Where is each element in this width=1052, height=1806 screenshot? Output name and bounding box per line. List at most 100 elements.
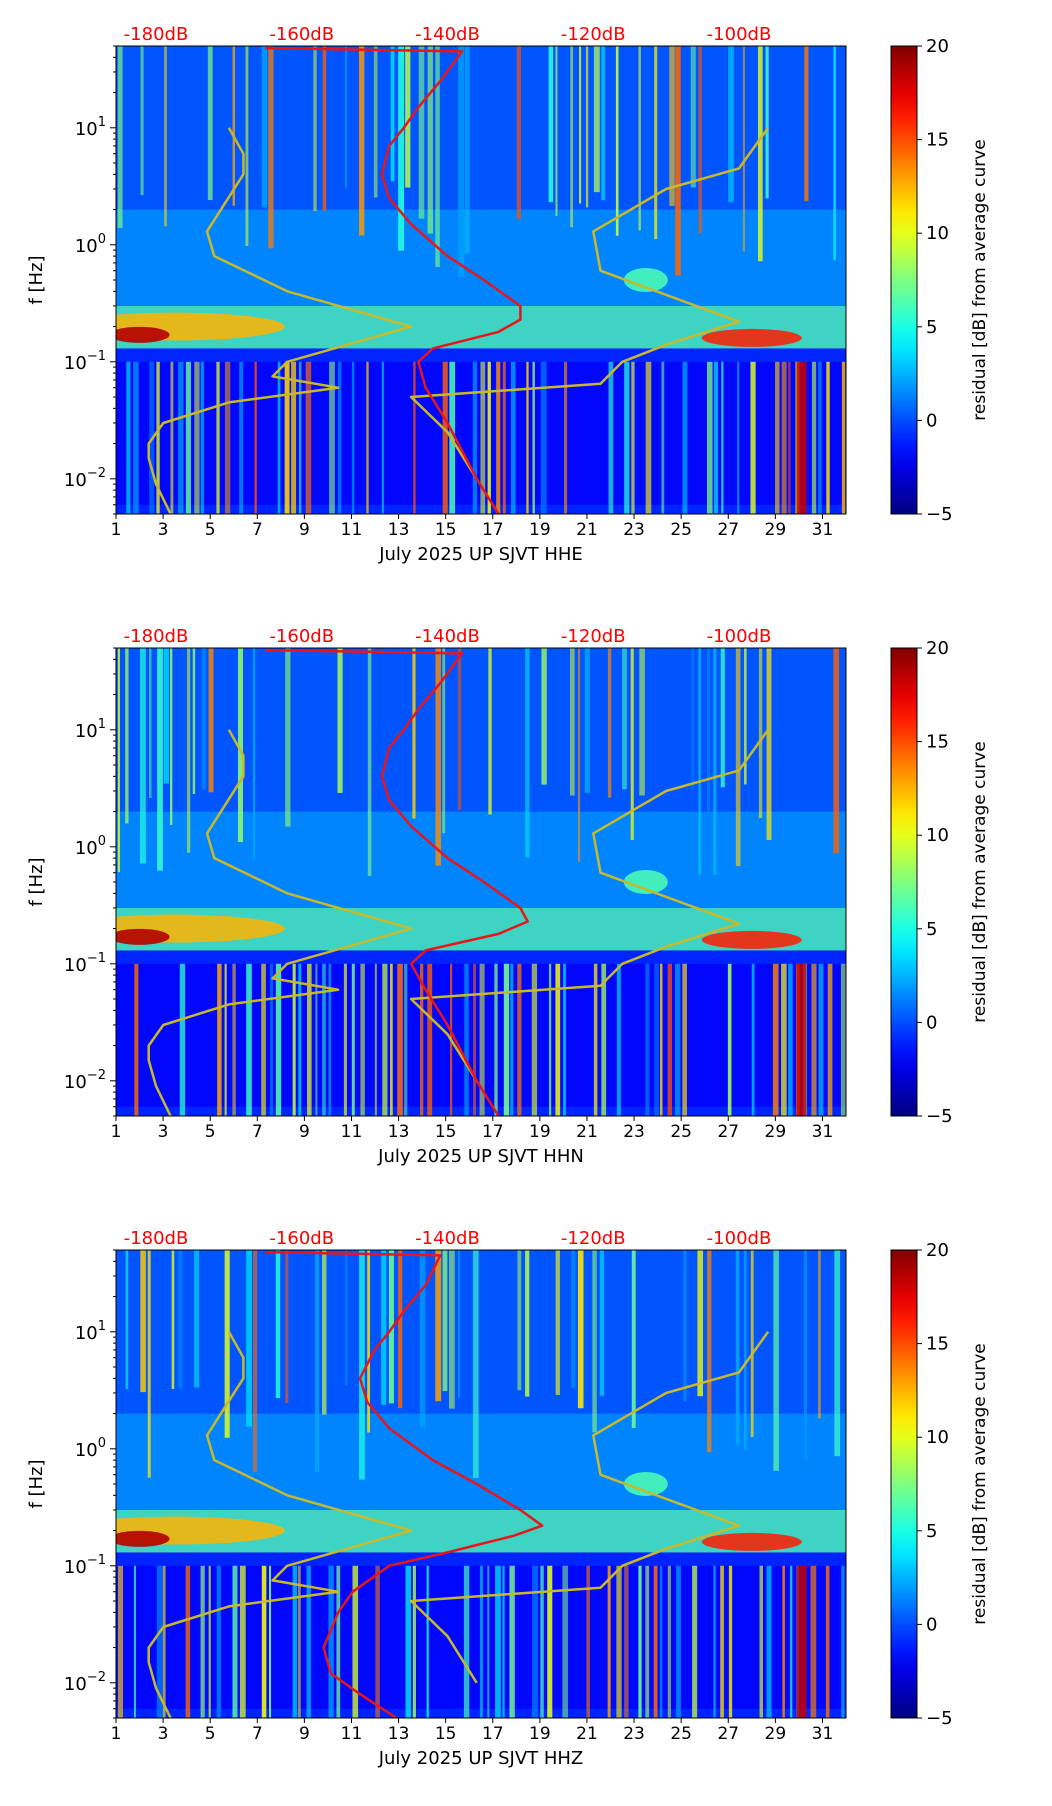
spectrogram-streak <box>398 1250 403 1409</box>
spectrogram-streak <box>413 361 416 514</box>
spectrogram-streak <box>458 46 465 277</box>
spectrogram-streak <box>737 361 740 514</box>
spectrogram-streak <box>292 963 296 1116</box>
x-tick-label: 27 <box>717 1724 739 1744</box>
spectrogram-streak <box>496 361 501 514</box>
spectrogram-streak <box>200 1565 205 1718</box>
spectrogram-streak <box>382 963 388 1116</box>
spectrogram-streak <box>548 46 554 203</box>
y-tick-label: 100 <box>75 232 106 257</box>
colorbar-label: residual [dB] from average curve <box>970 139 990 420</box>
colorbar-tick-label: 20 <box>926 36 949 57</box>
spectrogram-streak <box>743 1250 747 1450</box>
x-tick-label: 31 <box>812 520 834 540</box>
spectrogram-streak <box>464 963 469 1116</box>
spectrogram-streak <box>479 1565 483 1718</box>
y-tick-exponent: −2 <box>87 1068 106 1083</box>
x-tick-label: 29 <box>765 520 787 540</box>
spectrogram-streak <box>654 46 658 240</box>
y-tick-label: 10−1 <box>64 951 106 976</box>
spectrogram-streak <box>727 963 732 1116</box>
spectrogram-blob <box>116 914 285 943</box>
x-tick-label: 23 <box>623 1724 645 1744</box>
spectrogram-streak <box>373 46 378 198</box>
spectrogram-streak <box>744 648 747 785</box>
spectrogram-streak <box>676 1565 681 1718</box>
spectrogram-streak <box>773 1250 779 1471</box>
colorbar-tick-label: 15 <box>926 1334 949 1355</box>
colorbar <box>890 1249 918 1719</box>
spectrogram-streak <box>322 963 326 1116</box>
x-tick-label: 25 <box>670 520 692 540</box>
spectrogram-streak <box>261 1565 267 1718</box>
spectrogram-streak <box>682 361 688 514</box>
spectrogram-streak <box>541 648 547 785</box>
nhnm-curve <box>409 729 770 1082</box>
spectrogram-streak <box>291 361 297 514</box>
y-tick-label: 10−2 <box>64 1670 106 1695</box>
spectrogram-streak <box>405 46 411 188</box>
spectrogram-streak <box>569 648 575 796</box>
spectrogram-streak <box>375 1565 380 1718</box>
x-tick-label: 17 <box>482 1724 504 1744</box>
x-tick-label: 3 <box>158 520 169 540</box>
spectrogram-streak <box>419 1250 426 1427</box>
spectrogram-streak <box>194 361 200 514</box>
spectrogram-streak <box>305 361 312 514</box>
spectrogram-streak <box>721 361 724 514</box>
spectrogram-streak <box>833 46 836 261</box>
colorbar-label: residual [dB] from average curve <box>970 1343 990 1624</box>
colorbar-tick-label: 5 <box>926 919 937 940</box>
spectrogram-streak <box>398 46 405 251</box>
spectrogram-streak <box>359 1250 365 1480</box>
spectrogram-streak <box>607 1565 611 1718</box>
spectrogram-streak <box>442 1250 448 1392</box>
median-psd-curve <box>265 1250 544 1718</box>
spectrogram-streak <box>562 1565 568 1718</box>
spectrogram-streak <box>503 963 510 1116</box>
spectrogram-streak <box>563 963 566 1116</box>
spectrogram-streak <box>246 963 252 1116</box>
y-tick-exponent: 0 <box>98 232 106 247</box>
spectrogram-streak <box>531 963 538 1116</box>
y-tick-base: 10 <box>75 721 98 742</box>
colorbar-tick-label: 10 <box>926 825 949 846</box>
y-tick-exponent: 1 <box>98 1319 106 1334</box>
colorbar-tick-label: 15 <box>926 732 949 753</box>
top-db-label: -100dB <box>707 1228 772 1249</box>
spectrogram-streak <box>397 963 403 1116</box>
spectrogram-blob <box>623 1472 668 1496</box>
spectrogram-streak <box>464 46 470 254</box>
spectrogram-streak <box>239 1565 246 1718</box>
spectrogram-streak <box>517 963 522 1116</box>
colorbar-tick-label: 0 <box>926 1012 937 1033</box>
spectrogram-streak <box>148 648 152 798</box>
spectrogram <box>116 46 846 514</box>
spectrogram-streak <box>412 1565 416 1718</box>
spectrogram-streak <box>336 1565 341 1718</box>
spectrogram-streak <box>390 46 395 182</box>
y-tick-label: 100 <box>75 1436 106 1461</box>
colorbar-tick-label: −5 <box>926 1708 953 1729</box>
spectrogram-streak <box>818 963 824 1116</box>
spectrogram-streak <box>298 1565 301 1718</box>
spectrogram-blob <box>701 1532 802 1551</box>
y-tick-base: 10 <box>75 838 98 859</box>
spectrogram-streak <box>624 361 630 514</box>
spectrogram-streak <box>487 1565 490 1718</box>
spectrogram-band <box>116 46 846 210</box>
spectrogram-streak <box>833 648 840 854</box>
spectrogram-streak <box>405 1565 412 1718</box>
spectrogram-hot-column <box>796 963 807 1116</box>
top-db-label: -120dB <box>561 1228 626 1249</box>
spectrogram-streak <box>728 46 734 203</box>
spectrogram-streak <box>344 46 348 189</box>
x-tick-label: 25 <box>670 1122 692 1142</box>
colorbar-tick-label: 0 <box>926 1614 937 1635</box>
spectrogram-streak <box>458 1250 461 1398</box>
spectrogram-streak <box>254 361 257 514</box>
y-tick-label: 10−2 <box>64 466 106 491</box>
spectrogram <box>116 648 846 1116</box>
